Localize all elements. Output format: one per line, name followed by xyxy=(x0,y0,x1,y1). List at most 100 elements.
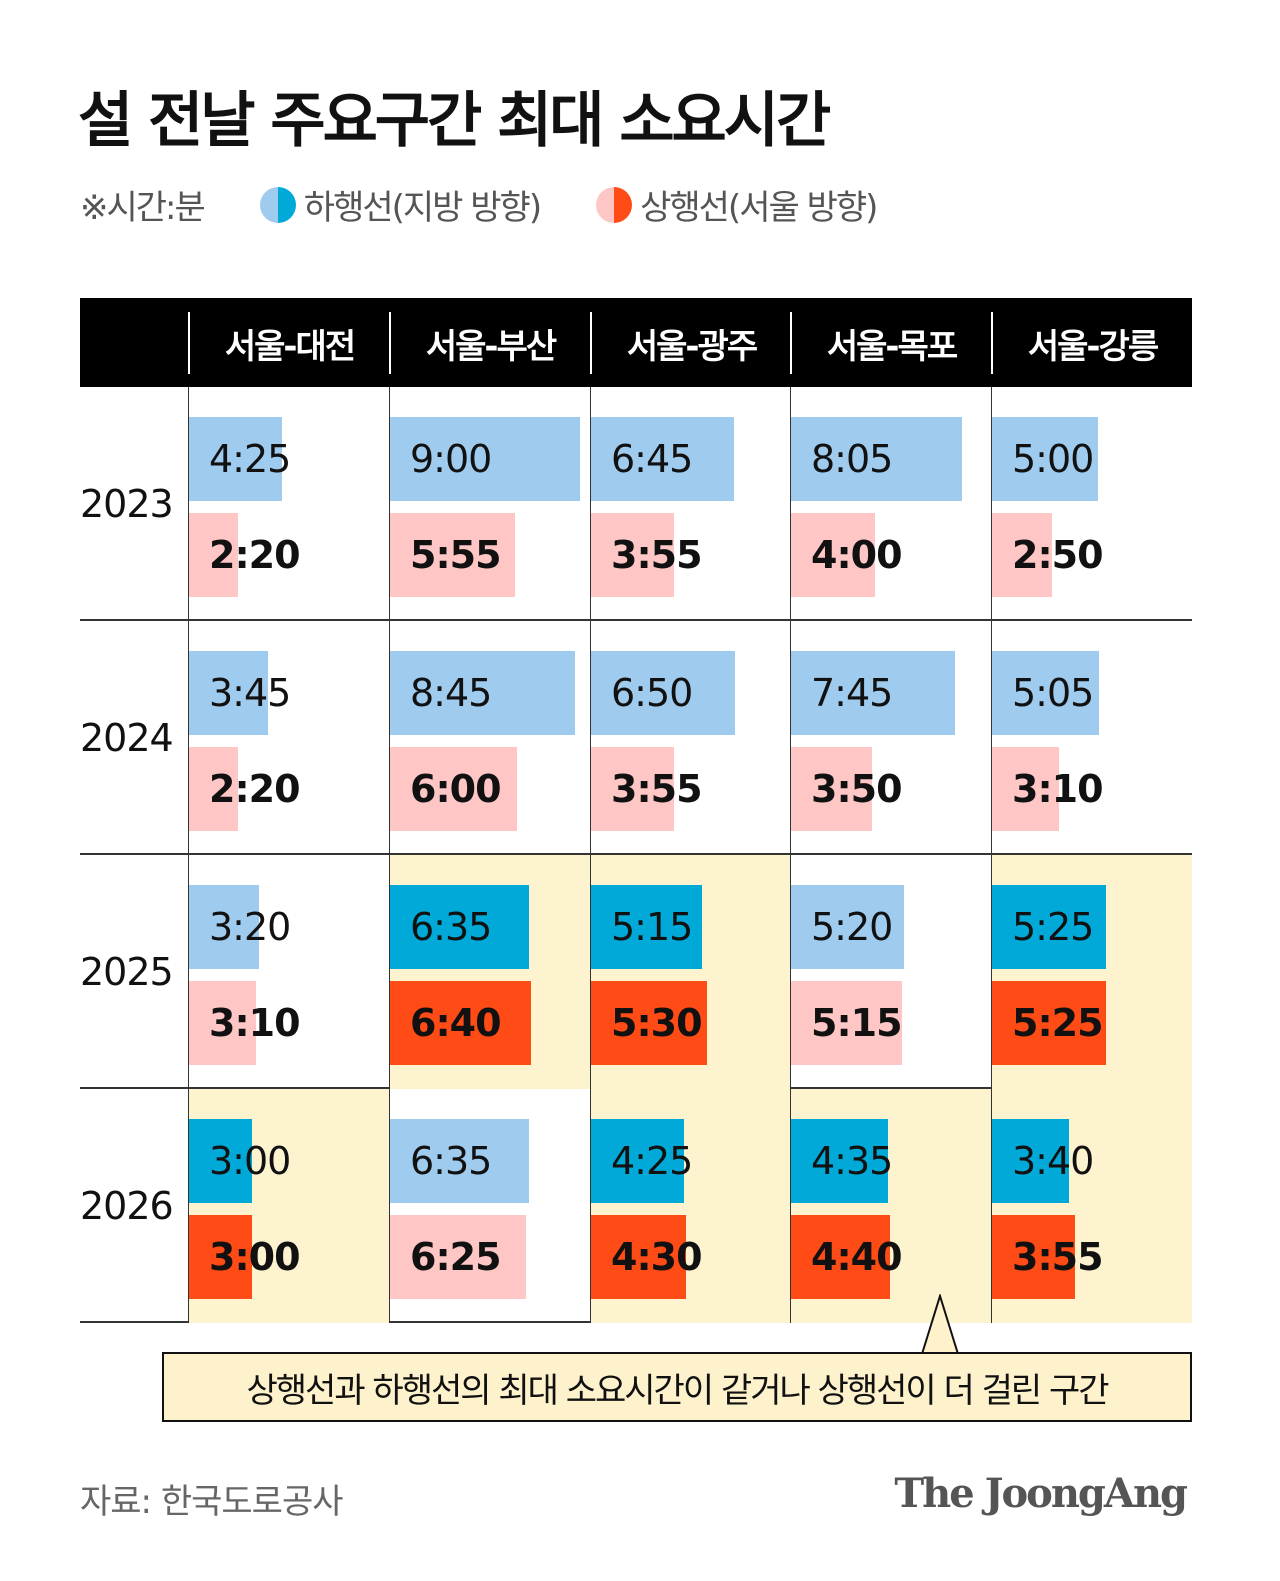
year-label: 2023 xyxy=(80,482,174,526)
down-bar xyxy=(390,885,530,969)
table-cell: 3:40 3:55 xyxy=(991,1089,1192,1323)
down-value-label: 7:45 xyxy=(811,671,893,715)
column-header: 서울-목포 xyxy=(790,312,991,374)
table-cell: 5:20 5:15 xyxy=(790,855,991,1089)
up-value-label: 3:55 xyxy=(1012,1235,1104,1279)
column-header: 서울-대전 xyxy=(188,312,389,374)
down-bar xyxy=(791,651,955,735)
down-value-label: 4:25 xyxy=(209,437,291,481)
half-circle-blue-icon xyxy=(259,186,296,223)
unit-note: ※시간:분 xyxy=(80,188,206,228)
down-bar xyxy=(189,1119,253,1203)
up-value-label: 3:50 xyxy=(811,767,903,811)
down-value-label: 4:25 xyxy=(611,1139,693,1183)
up-bar xyxy=(992,981,1107,1065)
up-value-label: 6:40 xyxy=(410,1001,502,1045)
up-bar xyxy=(791,981,902,1065)
up-bar xyxy=(791,747,872,831)
down-value-label: 3:40 xyxy=(1012,1139,1094,1183)
down-bar xyxy=(992,885,1107,969)
up-bar xyxy=(390,1215,526,1299)
callout-pointer xyxy=(920,1294,960,1356)
up-value-label: 5:30 xyxy=(611,1001,703,1045)
legend: ※시간:분 하행선(지방 방향) 상행선(서울 방향) xyxy=(80,180,878,229)
down-bar xyxy=(591,1119,685,1203)
down-value-label: 6:35 xyxy=(410,905,492,949)
down-bar xyxy=(390,651,575,735)
up-value-label: 6:25 xyxy=(410,1235,502,1279)
year-label: 2024 xyxy=(80,716,174,760)
up-value-label: 5:55 xyxy=(410,533,502,577)
up-bar xyxy=(390,513,515,597)
table-cell: 5:05 3:10 xyxy=(991,621,1192,855)
down-bar xyxy=(591,885,702,969)
table-cell: 4:25 4:30 xyxy=(590,1089,791,1323)
up-bar xyxy=(591,513,674,597)
down-value-label: 3:45 xyxy=(209,671,291,715)
legend-up-label: 상행선(서울 방향) xyxy=(640,188,878,228)
legend-down-label: 하행선(지방 방향) xyxy=(303,188,542,228)
table-cell: 8:05 4:00 xyxy=(790,387,991,621)
up-value-label: 4:40 xyxy=(811,1235,903,1279)
down-value-label: 5:25 xyxy=(1012,905,1094,949)
down-value-label: 4:35 xyxy=(811,1139,893,1183)
down-value-label: 6:50 xyxy=(611,671,693,715)
down-value-label: 3:00 xyxy=(209,1139,291,1183)
table-cell: 4:25 2:20 xyxy=(188,387,389,621)
up-bar xyxy=(390,747,517,831)
up-bar xyxy=(591,747,674,831)
down-bar xyxy=(992,1119,1070,1203)
down-bar xyxy=(189,417,283,501)
down-value-label: 8:45 xyxy=(410,671,492,715)
down-bar xyxy=(189,885,260,969)
up-value-label: 3:55 xyxy=(611,533,703,577)
up-value-label: 3:00 xyxy=(209,1235,301,1279)
up-bar xyxy=(591,1215,687,1299)
table-cell: 5:15 5:30 xyxy=(590,855,791,1089)
down-value-label: 6:45 xyxy=(611,437,693,481)
table-cell: 8:45 6:00 xyxy=(389,621,590,855)
year-label: 2026 xyxy=(80,1184,174,1228)
up-bar xyxy=(189,747,239,831)
column-header: 서울-강릉 xyxy=(991,312,1192,374)
travel-time-table: 서울-대전 서울-부산 서울-광주 서울-목포 서울-강릉 2023 4:25 2:20 9:… xyxy=(80,298,1192,1323)
table-row: 2026 3:00 3:00 6:35 6:25 4:25 4:30 4:35 4:40 3:40… xyxy=(80,1089,1192,1323)
table-cell: 3:20 3:10 xyxy=(188,855,389,1089)
table-cell: 3:00 3:00 xyxy=(188,1089,389,1323)
column-header: 서울-부산 xyxy=(389,312,590,374)
down-bar xyxy=(791,1119,888,1203)
up-value-label: 4:30 xyxy=(611,1235,703,1279)
year-label: 2025 xyxy=(80,950,174,994)
chart-title: 설 전날 주요구간 최대 소요시간 xyxy=(78,86,831,156)
down-bar xyxy=(189,651,269,735)
down-value-label: 5:05 xyxy=(1012,671,1094,715)
up-bar xyxy=(992,747,1059,831)
up-bar xyxy=(791,513,876,597)
table-cell: 6:35 6:25 xyxy=(389,1089,590,1323)
up-bar xyxy=(591,981,708,1065)
down-bar xyxy=(591,651,736,735)
table-row: 2025 3:20 3:10 6:35 6:40 5:15 5:30 5:20 5:15 5:25… xyxy=(80,855,1192,1089)
table-row: 2024 3:45 2:20 8:45 6:00 6:50 3:55 7:45 3:50 5:05… xyxy=(80,621,1192,855)
down-value-label: 6:35 xyxy=(410,1139,492,1183)
table-cell: 7:45 3:50 xyxy=(790,621,991,855)
up-value-label: 6:00 xyxy=(410,767,502,811)
callout-note: 상행선과 하행선의 최대 소요시간이 같거나 상행선이 더 걸린 구간 xyxy=(162,1352,1192,1422)
up-value-label: 3:10 xyxy=(1012,767,1104,811)
logo: The JoongAng xyxy=(894,1470,1188,1517)
table-cell: 9:00 5:55 xyxy=(389,387,590,621)
down-bar xyxy=(992,651,1100,735)
table-cell: 6:50 3:55 xyxy=(590,621,791,855)
up-bar xyxy=(189,513,239,597)
down-value-label: 5:15 xyxy=(611,905,693,949)
up-bar xyxy=(791,1215,890,1299)
down-value-label: 3:20 xyxy=(209,905,291,949)
down-bar xyxy=(791,885,904,969)
down-bar xyxy=(390,417,581,501)
legend-up: 상행선(서울 방향) xyxy=(596,180,878,229)
table-row: 2023 4:25 2:20 9:00 5:55 6:45 3:55 8:05 4:00 5:00… xyxy=(80,387,1192,621)
up-value-label: 2:50 xyxy=(1012,533,1104,577)
down-bar xyxy=(390,1119,530,1203)
table-header: 서울-대전 서울-부산 서울-광주 서울-목포 서울-강릉 xyxy=(80,298,1192,387)
up-value-label: 3:10 xyxy=(209,1001,301,1045)
